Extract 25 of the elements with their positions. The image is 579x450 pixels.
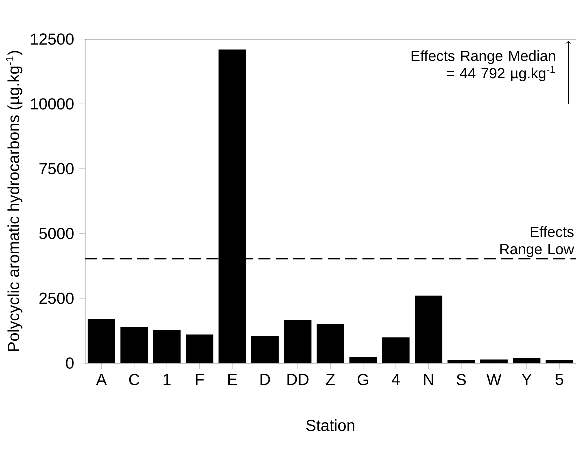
y-axis-title: Polycyclic aromatic hydrocarbons (µg.kg$^{-1}$) <box>6 51 23 352</box>
y-tick-label: 5000 <box>40 228 74 240</box>
x-tick-label: C <box>129 374 140 386</box>
y-tick-label: 12500 <box>31 34 74 45</box>
x-tick-label: 4 <box>392 374 400 386</box>
x-tick-label: F <box>196 374 204 386</box>
x-tick-label: Z <box>326 374 336 386</box>
x-tick-label: G <box>358 374 368 386</box>
y-tick-label: 0 <box>66 358 74 369</box>
x-tick-label: S <box>456 374 466 386</box>
y-tick-label: 2500 <box>40 292 74 304</box>
y-tick-label: 7500 <box>40 163 74 175</box>
y-tick-label: 10000 <box>31 98 74 110</box>
x-tick-label: Y <box>522 374 532 386</box>
x-axis-title: Station <box>306 420 355 432</box>
x-tick-label: N <box>424 374 434 386</box>
x-tick-label: DD <box>288 374 309 386</box>
annotation: Effects Range Median = 44 792 µg.kg$^{-1}$ <box>412 50 556 82</box>
x-tick-label: D <box>260 374 270 386</box>
ref-line-label: Effects Range Low <box>500 226 574 258</box>
x-tick-label: A <box>96 374 107 386</box>
x-tick-label: E <box>228 374 238 386</box>
x-tick-label: 5 <box>556 374 564 386</box>
x-tick-label: 1 <box>164 374 171 386</box>
x-tick-label: W <box>486 374 502 386</box>
